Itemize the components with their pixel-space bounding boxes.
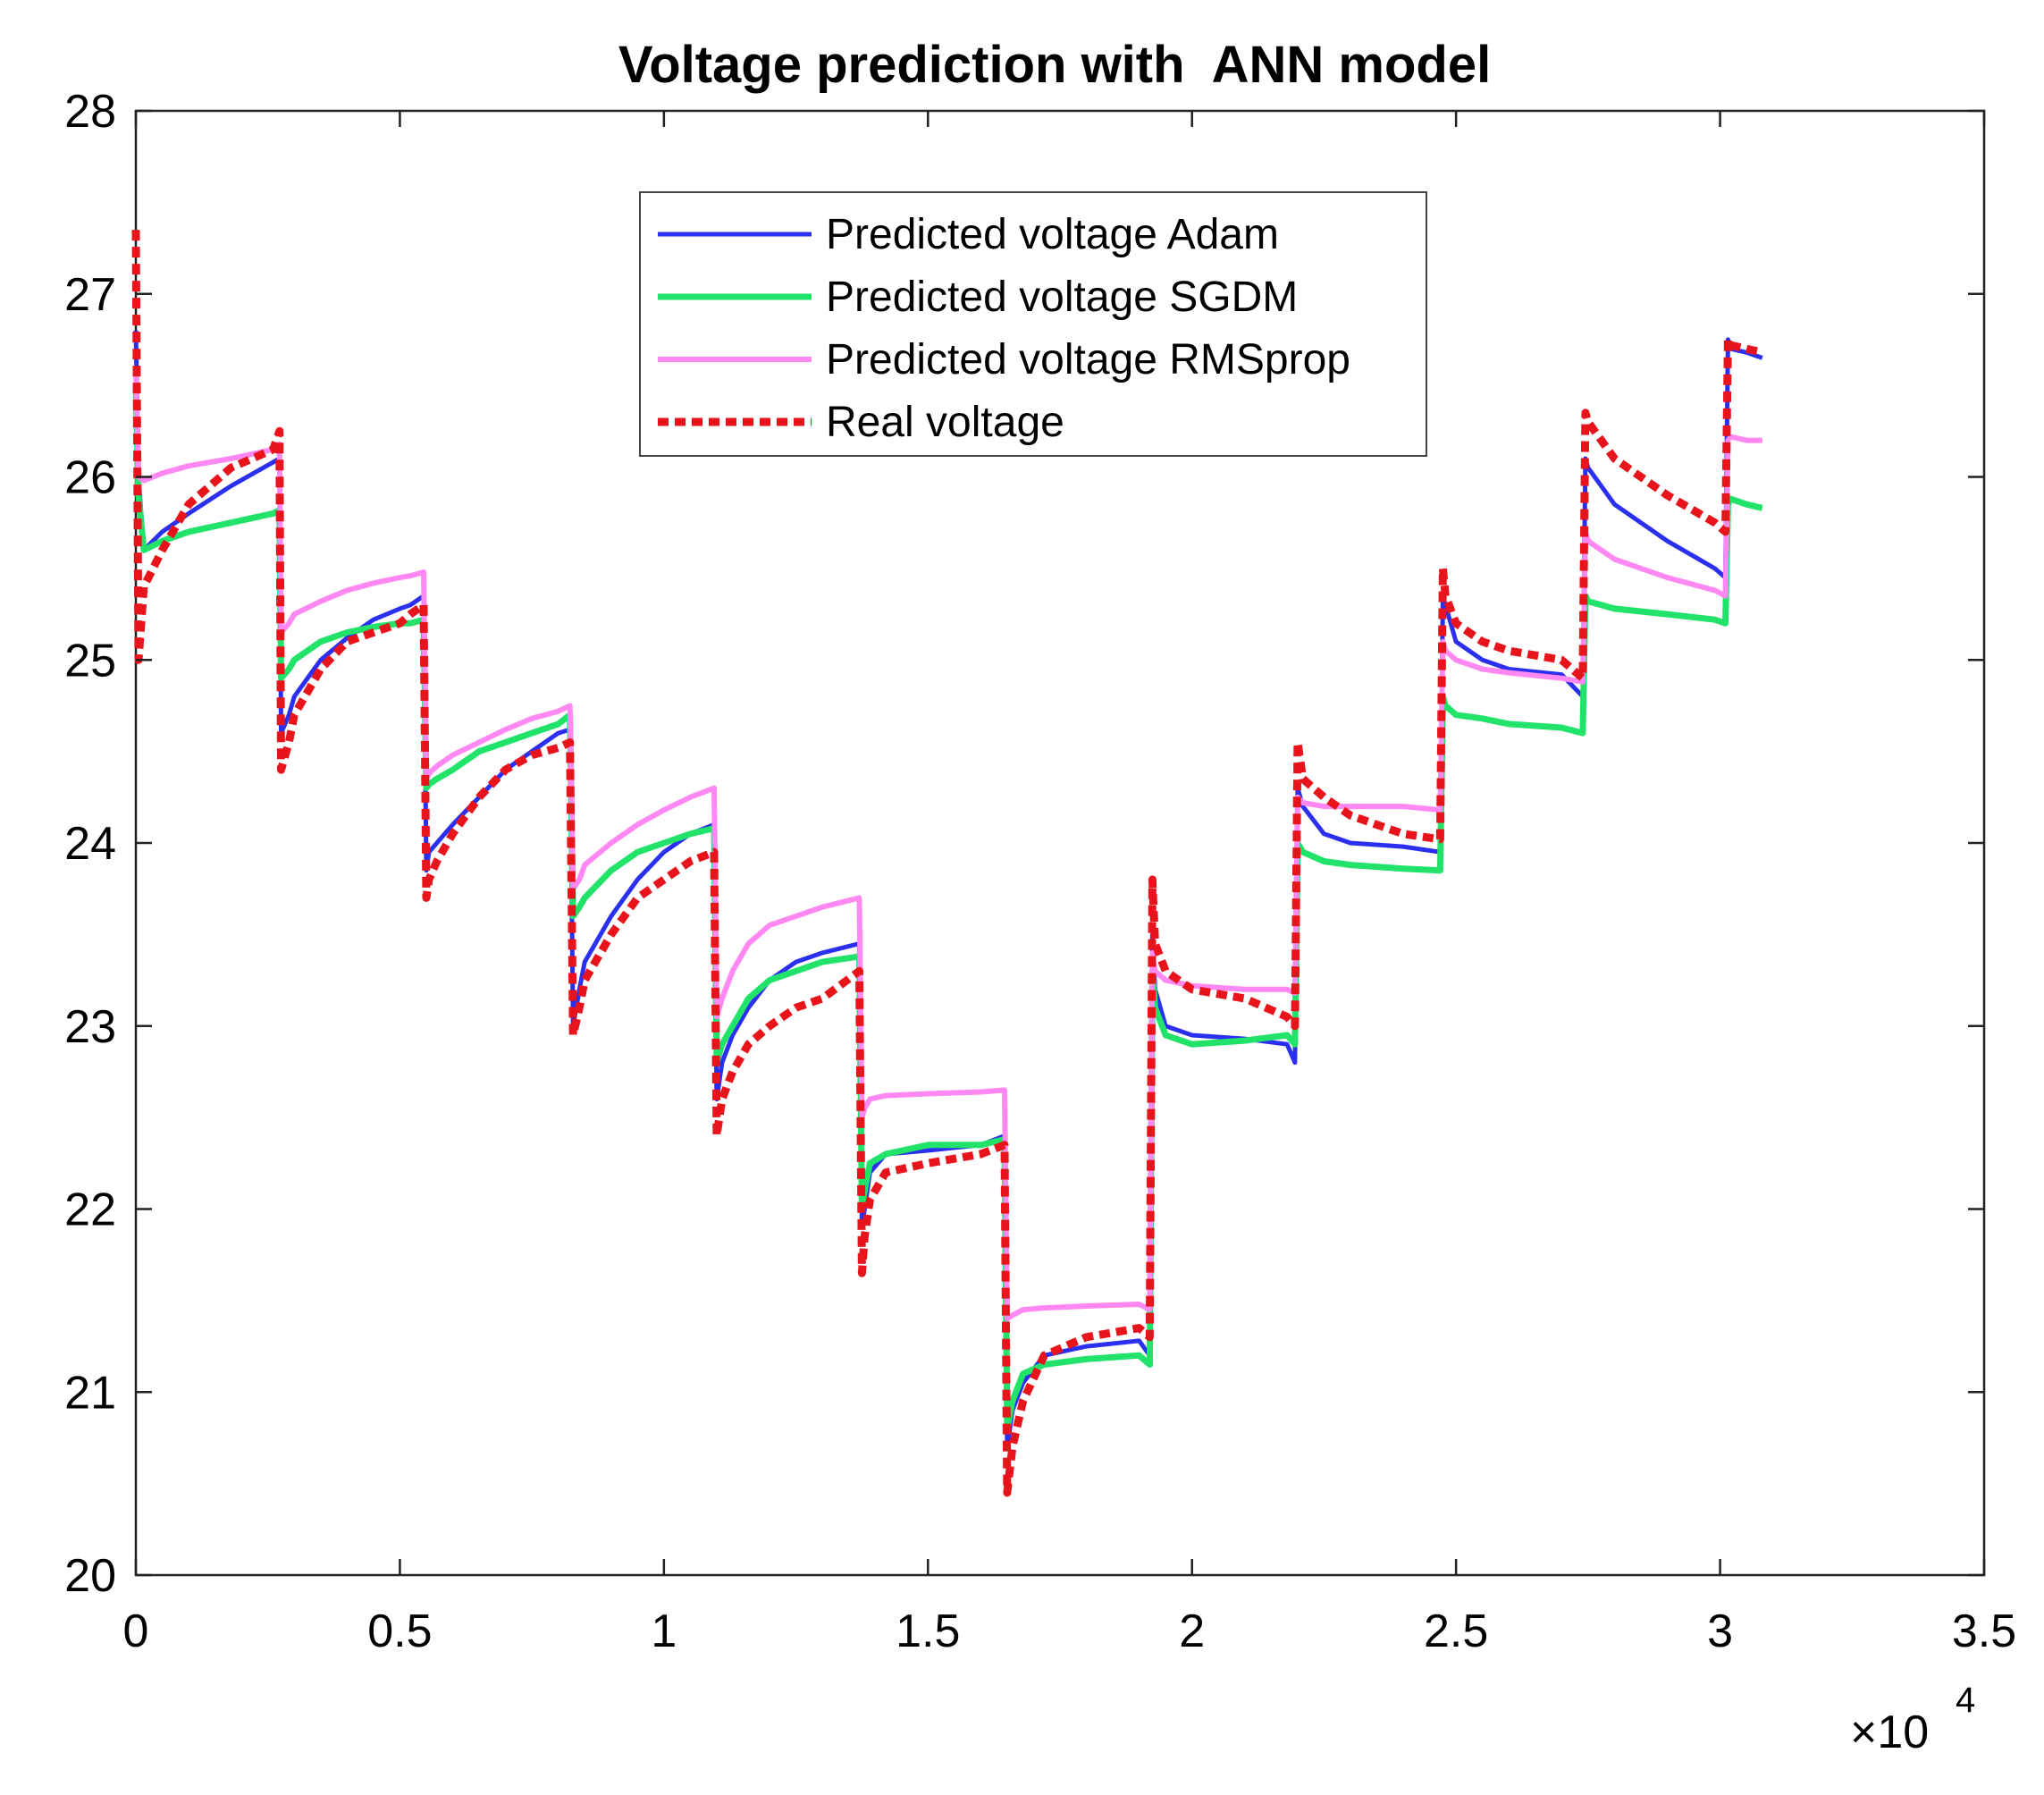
y-tick-label: 22 [64, 1184, 116, 1236]
x-multiplier-exponent: 4 [1956, 1681, 1975, 1720]
series-line-3 [131, 230, 1763, 1497]
series-line-2 [133, 367, 1762, 1322]
x-multiplier-base: ×10 [1850, 1707, 1929, 1758]
y-tick-label: 23 [64, 1001, 116, 1053]
x-tick-label: 0 [123, 1605, 149, 1657]
legend: Predicted voltage Adam Predicted voltage … [639, 191, 1427, 457]
y-tick-label: 28 [64, 86, 116, 138]
y-tick-label: 25 [64, 635, 116, 687]
chart-title: Voltage prediction with ANN model [618, 36, 1491, 94]
legend-entries: Predicted voltage Adam Predicted voltage … [658, 211, 1350, 446]
legend-label-1: Predicted voltage SGDM [826, 274, 1298, 321]
x-axis-multiplier: ×10 4 [1850, 1681, 1975, 1758]
y-tick-label: 20 [64, 1550, 116, 1602]
y-tick-label: 26 [64, 452, 116, 504]
x-tick-label: 2 [1179, 1605, 1205, 1657]
x-tick-label: 1.5 [896, 1605, 960, 1657]
x-axis-ticks: 0 0.5 1 1.5 2 2.5 3 3.5 [123, 111, 2016, 1657]
x-tick-label: 3 [1707, 1605, 1733, 1657]
series-layer [131, 230, 1763, 1497]
legend-label-3: Real voltage [826, 399, 1064, 446]
x-tick-label: 0.5 [367, 1605, 432, 1657]
x-tick-label: 3.5 [1952, 1605, 2016, 1657]
y-tick-label: 27 [64, 269, 116, 321]
x-tick-label: 1 [651, 1605, 677, 1657]
y-tick-label: 24 [64, 818, 116, 870]
legend-label-0: Predicted voltage Adam [826, 211, 1279, 258]
x-tick-label: 2.5 [1424, 1605, 1488, 1657]
legend-label-2: Predicted voltage RMSprop [826, 336, 1350, 383]
y-tick-label: 21 [64, 1367, 116, 1419]
y-axis-ticks: 20 21 22 23 24 25 26 27 28 [64, 86, 1984, 1602]
